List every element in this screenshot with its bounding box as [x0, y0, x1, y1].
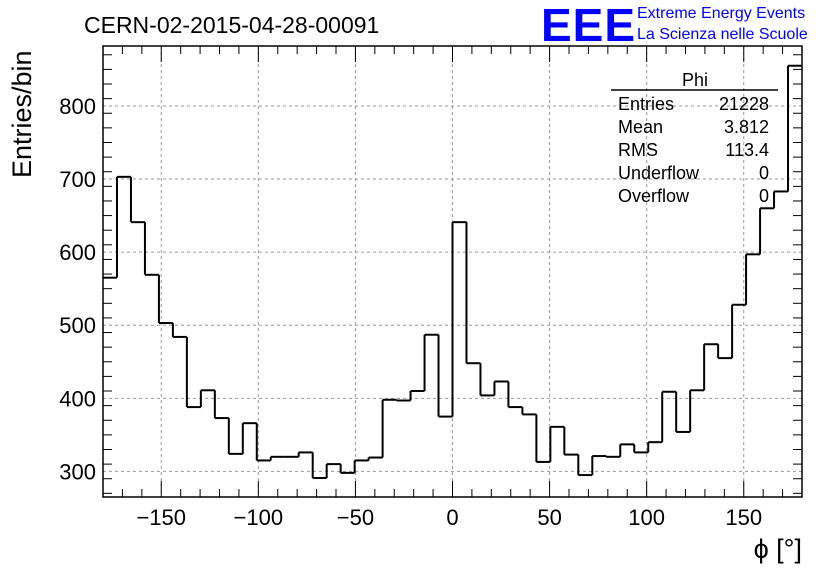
logo-line-2: La Scienza nelle Scuole — [637, 26, 808, 43]
x-axis-label: ϕ [°] — [754, 534, 802, 564]
stats-row-label: Mean — [618, 117, 663, 137]
logo-line-1: Extreme Energy Events — [637, 5, 805, 22]
x-tick-label: 150 — [725, 505, 762, 530]
stats-row-label: Entries — [618, 94, 674, 114]
x-tick-label: 100 — [628, 505, 665, 530]
x-tick-label: 50 — [537, 505, 561, 530]
y-tick-label: 700 — [59, 167, 96, 192]
stats-row-value: 3.812 — [724, 117, 769, 137]
x-tick-label: −100 — [234, 505, 284, 530]
y-axis-label: Entries/bin — [7, 50, 37, 178]
y-tick-label: 600 — [59, 240, 96, 265]
stats-row-label: Overflow — [618, 186, 690, 206]
stats-row-value: 21228 — [719, 94, 769, 114]
x-tick-label: 0 — [446, 505, 458, 530]
y-tick-label: 800 — [59, 94, 96, 119]
y-tick-label: 500 — [59, 313, 96, 338]
y-tick-label: 300 — [59, 459, 96, 484]
histogram-series — [103, 64, 802, 479]
stats-row-label: Underflow — [618, 163, 700, 183]
stats-row-value: 113.4 — [725, 140, 769, 160]
stats-title: Phi — [682, 70, 708, 90]
stats-row-value: 0 — [759, 186, 769, 206]
axis-ticks: −150 −100 −50 0 50 100 150 300 400 500 600 700 800 — [59, 46, 803, 530]
y-tick-label: 400 — [59, 386, 96, 411]
x-tick-label: −50 — [337, 505, 374, 530]
logo-mark: EEE — [541, 0, 636, 51]
stats-row-label: RMS — [618, 140, 658, 160]
stats-box: Phi Entries 21228 Mean 3.812 RMS 113.4 Underfl… — [611, 70, 778, 206]
x-tick-label: −150 — [136, 505, 186, 530]
stats-row-value: 0 — [759, 163, 769, 183]
eee-logo: EEE Extreme Energy Events La Scienza nel… — [541, 0, 808, 51]
run-title: CERN-02-2015-04-28-00091 — [84, 12, 379, 38]
